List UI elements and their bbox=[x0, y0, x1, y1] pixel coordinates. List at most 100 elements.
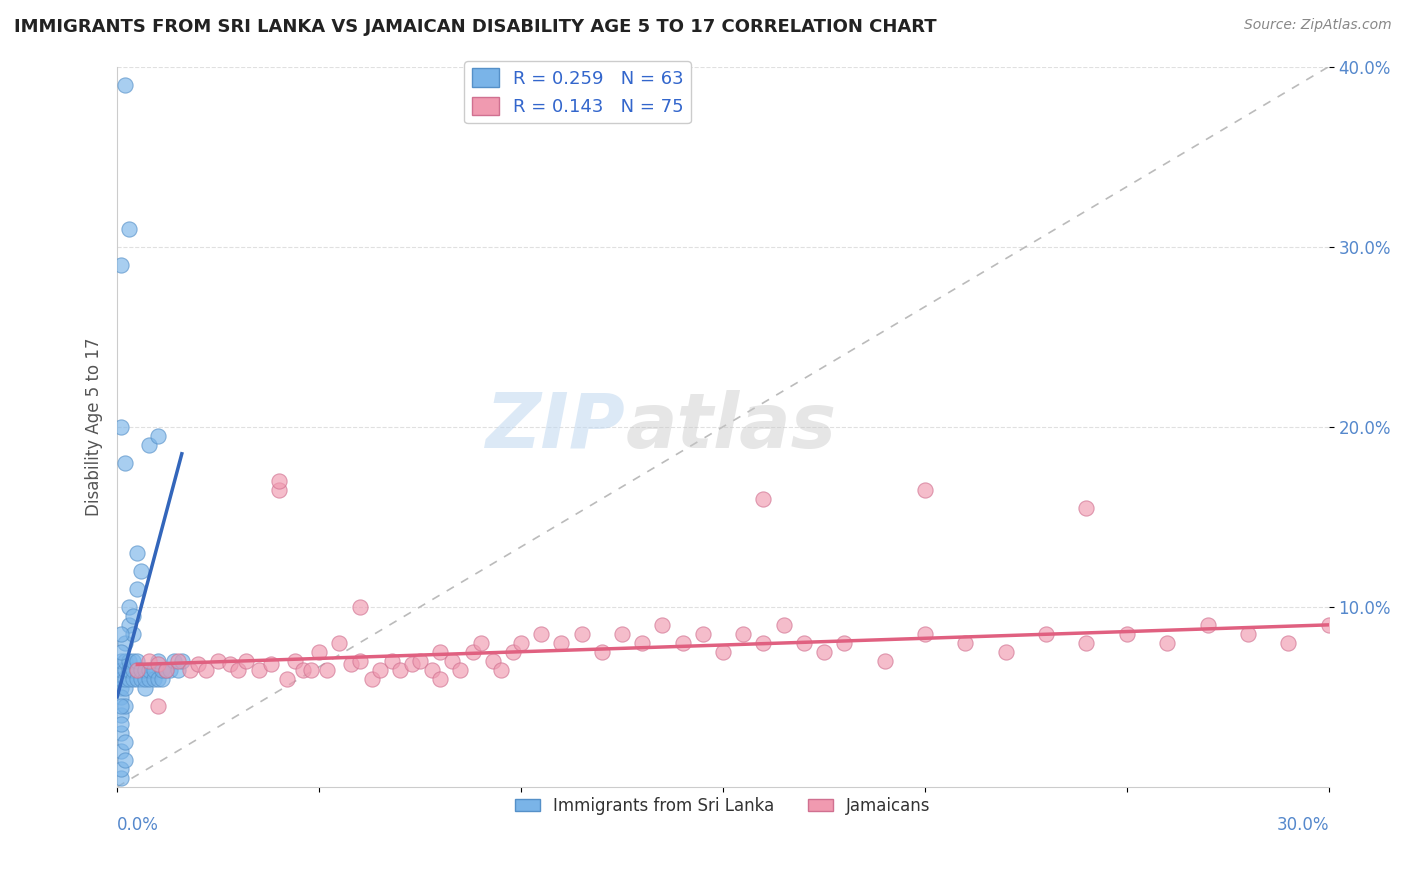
Point bbox=[179, 663, 201, 677]
Point bbox=[550, 636, 572, 650]
Point bbox=[429, 672, 451, 686]
Point bbox=[122, 608, 145, 623]
Point bbox=[118, 663, 141, 677]
Point bbox=[1156, 636, 1178, 650]
Point bbox=[316, 663, 339, 677]
Text: ZIP: ZIP bbox=[486, 390, 626, 464]
Legend: Immigrants from Sri Lanka, Jamaicans: Immigrants from Sri Lanka, Jamaicans bbox=[509, 790, 938, 822]
Point bbox=[247, 663, 270, 677]
Point bbox=[114, 698, 136, 713]
Point bbox=[772, 618, 794, 632]
Point bbox=[131, 663, 153, 677]
Point bbox=[114, 654, 136, 668]
Point bbox=[134, 672, 156, 686]
Point bbox=[114, 681, 136, 695]
Point bbox=[914, 627, 936, 641]
Point bbox=[110, 698, 132, 713]
Point bbox=[127, 672, 149, 686]
Point bbox=[114, 456, 136, 470]
Point bbox=[1197, 618, 1219, 632]
Point bbox=[914, 483, 936, 497]
Point bbox=[127, 663, 149, 677]
Point bbox=[571, 627, 593, 641]
Point bbox=[114, 636, 136, 650]
Point bbox=[733, 627, 755, 641]
Point bbox=[671, 636, 693, 650]
Point bbox=[134, 681, 156, 695]
Point bbox=[114, 735, 136, 749]
Text: Source: ZipAtlas.com: Source: ZipAtlas.com bbox=[1244, 18, 1392, 32]
Point bbox=[308, 645, 330, 659]
Point bbox=[401, 657, 423, 672]
Point bbox=[489, 663, 512, 677]
Point bbox=[166, 654, 188, 668]
Point bbox=[955, 636, 977, 650]
Point bbox=[110, 681, 132, 695]
Point bbox=[138, 438, 160, 452]
Point bbox=[110, 663, 132, 677]
Point bbox=[207, 654, 229, 668]
Point bbox=[110, 690, 132, 704]
Point bbox=[118, 221, 141, 235]
Point bbox=[793, 636, 815, 650]
Point bbox=[873, 654, 896, 668]
Point bbox=[150, 672, 173, 686]
Point bbox=[146, 657, 169, 672]
Point bbox=[360, 672, 382, 686]
Point bbox=[692, 627, 714, 641]
Point bbox=[1237, 627, 1260, 641]
Point bbox=[502, 645, 524, 659]
Point bbox=[461, 645, 484, 659]
Point bbox=[752, 491, 775, 506]
Point bbox=[138, 672, 160, 686]
Point bbox=[118, 618, 141, 632]
Point bbox=[441, 654, 464, 668]
Point bbox=[368, 663, 391, 677]
Point bbox=[122, 627, 145, 641]
Point bbox=[142, 672, 165, 686]
Point bbox=[146, 672, 169, 686]
Point bbox=[610, 627, 633, 641]
Point bbox=[328, 636, 350, 650]
Point bbox=[1277, 636, 1299, 650]
Point bbox=[110, 654, 132, 668]
Point bbox=[110, 717, 132, 731]
Point bbox=[114, 672, 136, 686]
Point bbox=[267, 483, 290, 497]
Point bbox=[711, 645, 734, 659]
Y-axis label: Disability Age 5 to 17: Disability Age 5 to 17 bbox=[86, 337, 103, 516]
Point bbox=[530, 627, 553, 641]
Point bbox=[340, 657, 363, 672]
Point bbox=[219, 657, 242, 672]
Point bbox=[813, 645, 835, 659]
Point bbox=[166, 663, 188, 677]
Text: 30.0%: 30.0% bbox=[1277, 816, 1329, 834]
Point bbox=[187, 657, 209, 672]
Point bbox=[114, 753, 136, 767]
Point bbox=[110, 726, 132, 740]
Point bbox=[155, 663, 177, 677]
Point bbox=[134, 663, 156, 677]
Point bbox=[429, 645, 451, 659]
Point bbox=[110, 645, 132, 659]
Point bbox=[138, 663, 160, 677]
Point bbox=[420, 663, 443, 677]
Point bbox=[1317, 618, 1340, 632]
Point bbox=[163, 654, 186, 668]
Point bbox=[752, 636, 775, 650]
Point bbox=[110, 744, 132, 758]
Point bbox=[470, 636, 492, 650]
Point bbox=[349, 599, 371, 614]
Point bbox=[110, 762, 132, 776]
Point bbox=[118, 654, 141, 668]
Point bbox=[122, 654, 145, 668]
Point bbox=[591, 645, 613, 659]
Point bbox=[159, 663, 181, 677]
Point bbox=[131, 672, 153, 686]
Point bbox=[510, 636, 533, 650]
Point bbox=[146, 429, 169, 443]
Point bbox=[228, 663, 250, 677]
Point bbox=[260, 657, 283, 672]
Point bbox=[131, 564, 153, 578]
Point bbox=[349, 654, 371, 668]
